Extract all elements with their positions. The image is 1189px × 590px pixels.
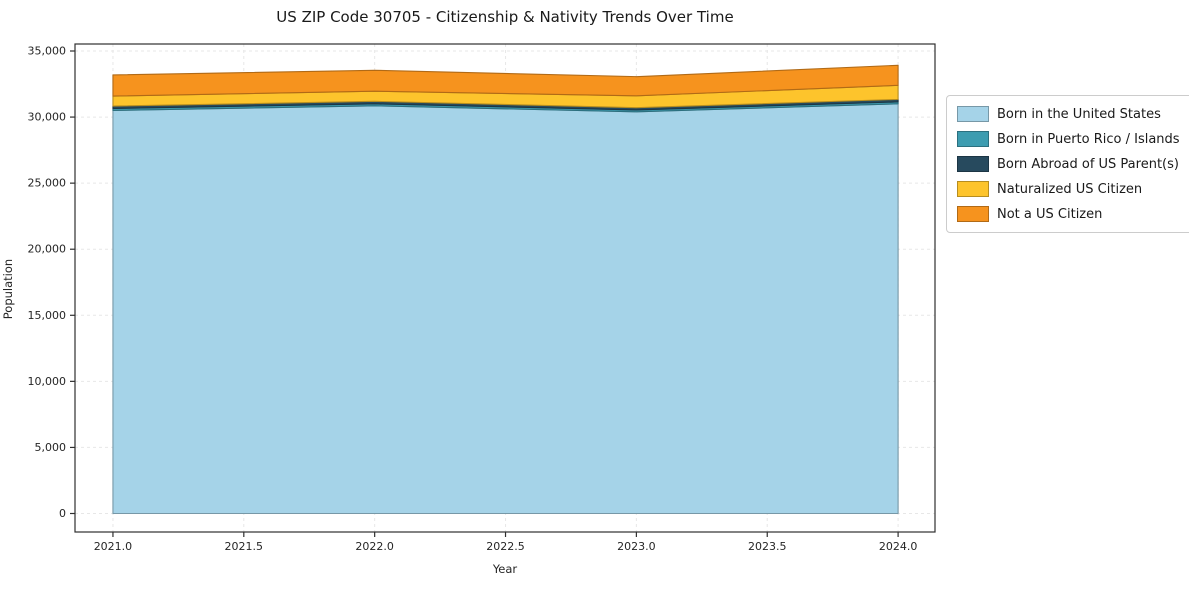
x-tick-label: 2023.0	[617, 540, 656, 553]
y-tick-label: 15,000	[28, 309, 67, 322]
y-tick-label: 20,000	[28, 243, 67, 256]
y-tick-label: 5,000	[35, 441, 67, 454]
y-tick-label: 10,000	[28, 375, 67, 388]
x-tick-label: 2024.0	[879, 540, 918, 553]
legend-swatch-icon	[957, 206, 989, 222]
y-tick-label: 35,000	[28, 45, 67, 58]
legend-item-0: Born in the United States	[957, 106, 1180, 122]
legend-item-4: Not a US Citizen	[957, 206, 1180, 222]
legend-label: Born Abroad of US Parent(s)	[997, 156, 1179, 172]
series-area-4	[112, 64, 899, 97]
x-tick-label: 2022.5	[486, 540, 525, 553]
legend-swatch-icon	[957, 156, 989, 172]
legend-item-3: Naturalized US Citizen	[957, 181, 1180, 197]
legend: Born in the United States Born in Puerto …	[946, 95, 1189, 233]
legend-label: Born in the United States	[997, 106, 1161, 122]
x-tick-label: 2021.0	[94, 540, 133, 553]
x-tick-label: 2022.0	[355, 540, 394, 553]
legend-label: Not a US Citizen	[997, 206, 1103, 222]
legend-swatch-icon	[957, 106, 989, 122]
x-axis-ticks: 2021.0 2021.5 2022.0 2022.5 2023.0 2023.5 2024…	[94, 532, 918, 553]
y-tick-label: 25,000	[28, 177, 67, 190]
chart-title: US ZIP Code 30705 - Citizenship & Nativi…	[276, 8, 734, 26]
legend-label: Naturalized US Citizen	[997, 181, 1143, 197]
stacked-areas	[112, 64, 899, 515]
x-tick-label: 2023.5	[748, 540, 787, 553]
x-axis-label: Year	[492, 562, 518, 576]
y-axis-ticks: 0 5,000 10,000 15,000 20,000 25,000 30,000 35,0…	[28, 45, 75, 520]
y-tick-label: 0	[59, 507, 66, 520]
legend-item-2: Born Abroad of US Parent(s)	[957, 156, 1180, 172]
legend-label: Born in Puerto Rico / Islands	[997, 131, 1180, 147]
legend-swatch-icon	[957, 131, 989, 147]
legend-item-1: Born in Puerto Rico / Islands	[957, 131, 1180, 147]
legend-swatch-icon	[957, 181, 989, 197]
y-tick-label: 30,000	[28, 111, 67, 124]
series-area-0	[112, 103, 899, 515]
x-tick-label: 2021.5	[225, 540, 264, 553]
y-axis-label: Population	[1, 258, 15, 320]
